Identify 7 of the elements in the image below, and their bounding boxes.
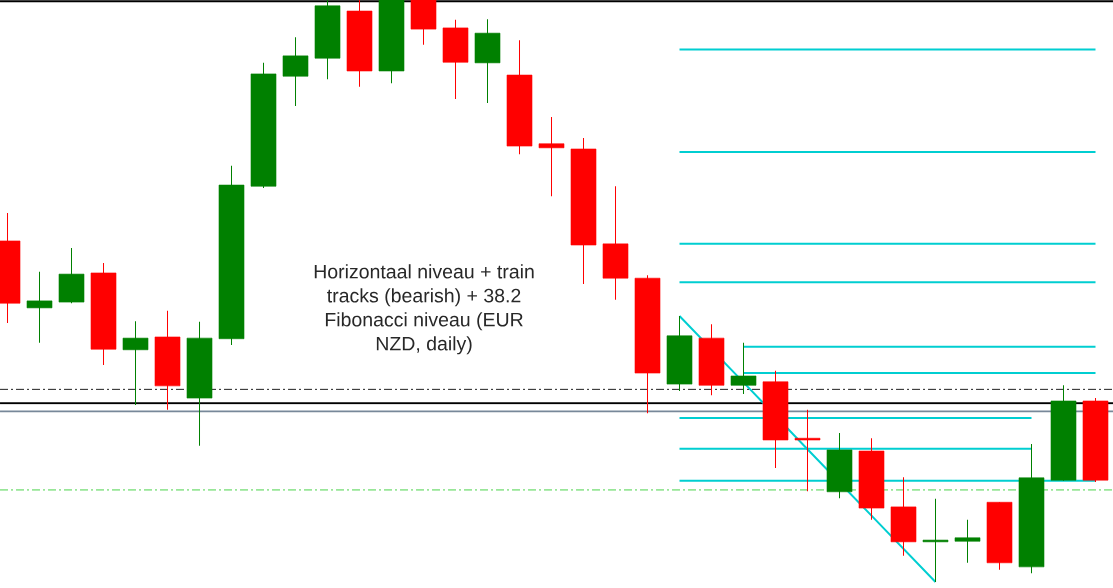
candlestick	[538, 116, 565, 197]
candlestick	[122, 320, 149, 406]
candlestick	[794, 409, 821, 492]
candlestick	[922, 498, 949, 583]
annotation: Horizontaal niveau + train tracks (bearish) + 38.2 Fibonacci niveau (EUR NZD, daily)	[314, 264, 534, 355]
candlestick	[26, 271, 53, 344]
candlestick	[954, 519, 981, 564]
